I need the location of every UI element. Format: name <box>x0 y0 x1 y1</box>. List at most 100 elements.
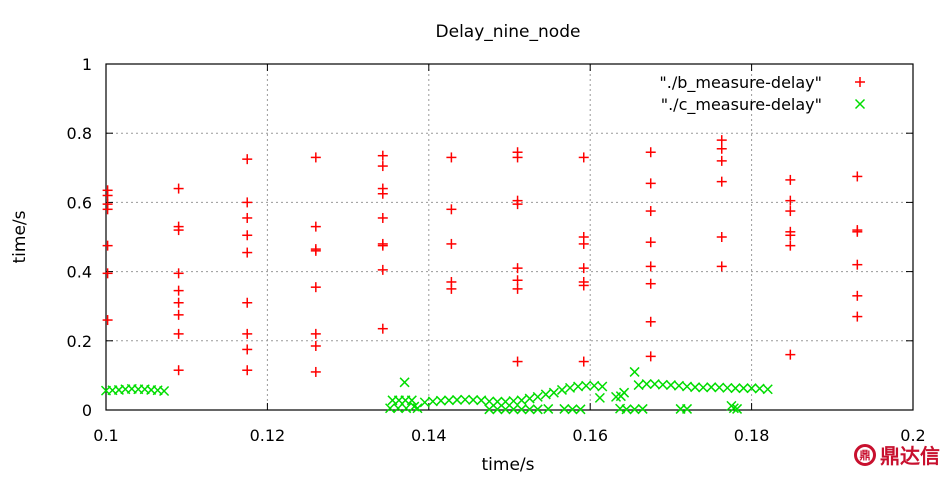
cross-marker-b <box>508 395 519 407</box>
cross-marker-b <box>619 387 630 398</box>
data-point <box>512 275 523 286</box>
x-tick-label: 0.12 <box>250 426 286 445</box>
data-point <box>401 403 412 414</box>
legend-marker <box>854 98 866 110</box>
data-point <box>484 396 495 407</box>
data-point <box>512 263 523 274</box>
data-point <box>435 395 446 406</box>
cross-marker-b <box>567 404 578 415</box>
data-point <box>524 393 535 404</box>
data-point <box>512 152 523 163</box>
data-point <box>852 290 863 301</box>
plot-border <box>105 63 914 411</box>
cross-marker-b <box>492 396 503 407</box>
data-point <box>673 380 685 391</box>
data-point <box>532 404 543 415</box>
data-point <box>637 403 648 414</box>
data-point <box>310 245 321 256</box>
legend-marker <box>855 77 865 87</box>
data-point <box>548 387 559 398</box>
data-point <box>242 365 253 376</box>
data-points <box>100 135 863 415</box>
data-point <box>698 382 709 393</box>
data-point <box>722 382 733 393</box>
data-point <box>492 396 503 407</box>
cross-marker-b <box>500 396 511 407</box>
data-point <box>406 395 417 406</box>
y-tick-label: 1 <box>82 55 92 74</box>
cross-marker-b <box>589 380 600 391</box>
data-point <box>641 379 652 390</box>
y-tick-label: 0.8 <box>67 124 92 143</box>
data-point <box>762 384 773 395</box>
data-point <box>377 188 388 199</box>
data-point <box>649 379 660 390</box>
cross-marker-b <box>581 380 592 391</box>
cross-marker-b <box>412 403 423 414</box>
cross-marker-b <box>476 395 487 406</box>
data-point <box>419 397 430 408</box>
data-point <box>746 383 757 394</box>
data-point <box>310 152 321 163</box>
x-axis-label: time/s <box>482 455 535 475</box>
data-point <box>310 340 321 351</box>
data-point <box>310 221 321 232</box>
series-2 <box>100 366 773 415</box>
data-point <box>173 328 184 339</box>
data-point <box>102 240 113 251</box>
data-point <box>377 161 388 172</box>
cross-marker-b <box>532 404 543 415</box>
data-point <box>682 403 693 414</box>
cross-marker-b <box>746 383 757 394</box>
data-point <box>578 280 589 291</box>
data-point <box>512 356 523 367</box>
data-point <box>446 204 457 215</box>
data-point <box>645 261 656 272</box>
data-point <box>645 316 656 327</box>
data-point <box>633 380 644 391</box>
y-tick-label: 0 <box>82 401 92 420</box>
data-point <box>242 328 253 339</box>
data-point <box>446 238 457 249</box>
cross-marker-b <box>524 393 535 404</box>
y-axis-label: time/s <box>10 210 30 263</box>
cross-marker-b <box>706 382 717 393</box>
data-point <box>173 183 184 194</box>
cross-marker-b <box>698 382 709 393</box>
data-point <box>242 230 253 241</box>
cross-marker-b <box>754 383 765 394</box>
series-1 <box>102 135 863 377</box>
data-point <box>559 403 570 414</box>
cross-marker-b <box>665 380 676 391</box>
cross-marker-b <box>113 384 124 395</box>
data-point <box>578 356 589 367</box>
data-point <box>852 226 863 237</box>
y-tick-label: 0.6 <box>67 193 92 212</box>
data-point <box>716 143 727 154</box>
data-point <box>785 230 796 241</box>
data-point <box>852 171 863 182</box>
data-point <box>716 155 727 166</box>
cross-marker-b <box>556 384 567 395</box>
data-point <box>581 380 592 391</box>
cross-marker-b <box>714 382 725 393</box>
cross-marker-b <box>629 404 640 415</box>
cross-marker-b <box>484 404 495 415</box>
cross-marker-b <box>427 396 438 407</box>
data-point <box>102 204 113 215</box>
data-point <box>173 268 184 279</box>
cross-marker-b <box>419 397 430 408</box>
data-point <box>102 315 113 326</box>
cross-marker-b <box>460 394 471 405</box>
data-point <box>446 283 457 294</box>
data-point <box>564 382 576 393</box>
data-point <box>645 278 656 289</box>
cross-marker-b <box>854 98 866 110</box>
cross-marker-b <box>540 389 551 400</box>
data-point <box>500 404 511 415</box>
cross-marker-b <box>682 381 693 392</box>
cross-marker-b <box>443 395 455 406</box>
data-point <box>728 403 739 414</box>
data-point <box>242 197 253 208</box>
cross-marker-b <box>732 403 743 414</box>
